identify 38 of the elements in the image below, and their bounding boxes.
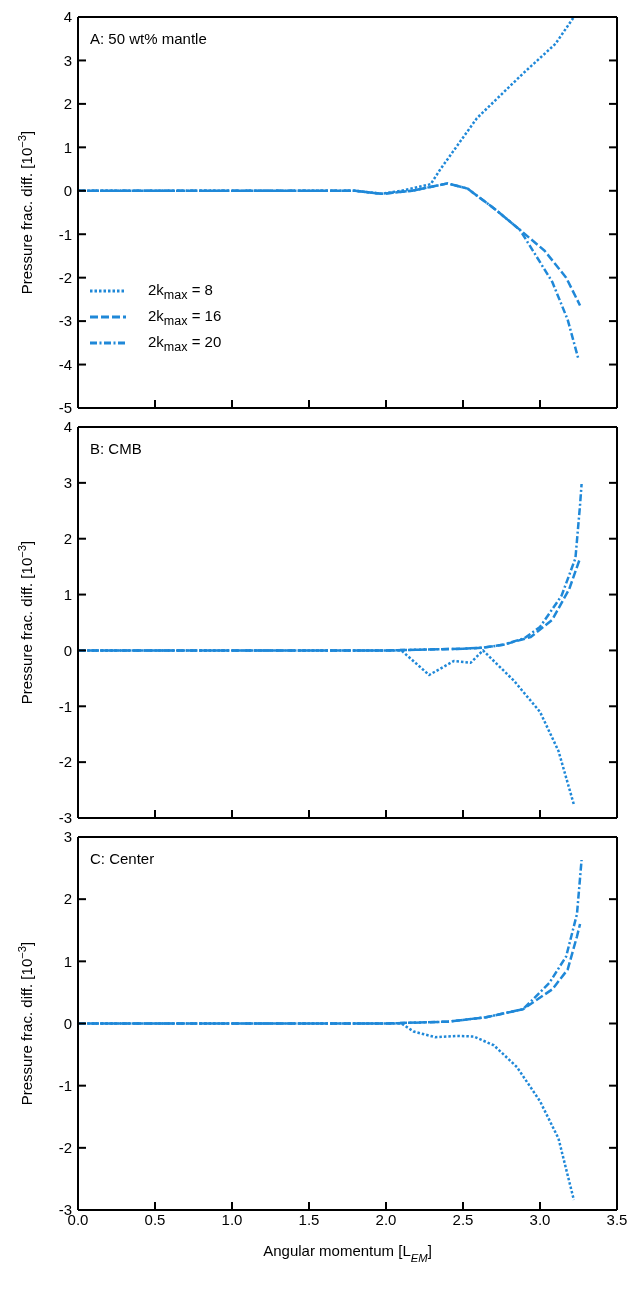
x-tick-label: 1.0 <box>221 1210 243 1228</box>
y-tick-label: 0 <box>63 1014 72 1032</box>
annotation: A: 50 wt% mantle <box>90 30 207 47</box>
y-tick-label: 4 <box>63 8 72 26</box>
y-tick-label: -2 <box>58 1139 72 1157</box>
x-tick-label: 2.0 <box>375 1210 397 1228</box>
annotation: B: CMB <box>90 440 142 457</box>
y-tick-label: -3 <box>58 312 72 330</box>
y-tick-label: 3 <box>63 828 72 846</box>
y-tick-label: -3 <box>58 809 72 827</box>
x-axis-title: Angular momentum [L$_{EM}$] <box>263 1242 432 1264</box>
legend-label: 2k$_{max}$ = 16 <box>148 306 222 328</box>
y-tick-label: 2 <box>63 95 72 113</box>
y-tick-label: -1 <box>58 697 72 715</box>
y-tick-label: -4 <box>58 355 72 373</box>
x-tick-label: 0.5 <box>144 1210 166 1228</box>
y-tick-label: 1 <box>63 952 72 970</box>
y-tick-label: 0 <box>63 182 72 200</box>
legend-label: 2k$_{max}$ = 8 <box>148 280 213 302</box>
y-tick-label: 2 <box>63 890 72 908</box>
x-tick-label: 3.0 <box>529 1210 551 1228</box>
y-tick-label: 3 <box>63 474 72 492</box>
y-tick-label: 1 <box>63 138 72 156</box>
y-tick-label: 0 <box>63 641 72 659</box>
x-tick-label: 1.5 <box>298 1210 320 1228</box>
x-tick-label: 2.5 <box>452 1210 474 1228</box>
y-tick-label: 1 <box>63 585 72 603</box>
y-tick-label: -1 <box>58 1076 72 1094</box>
y-tick-label: 2 <box>63 530 72 548</box>
y-tick-label: -1 <box>58 225 72 243</box>
y-tick-label: -2 <box>58 268 72 286</box>
y-tick-label: 3 <box>63 51 72 69</box>
legend-label: 2k$_{max}$ = 20 <box>148 332 222 354</box>
y-tick-label: -2 <box>58 753 72 771</box>
x-tick-label: 3.5 <box>606 1210 628 1228</box>
annotation: C: Center <box>90 850 155 867</box>
y-tick-label: 4 <box>63 418 72 436</box>
y-tick-label: -5 <box>58 399 72 417</box>
